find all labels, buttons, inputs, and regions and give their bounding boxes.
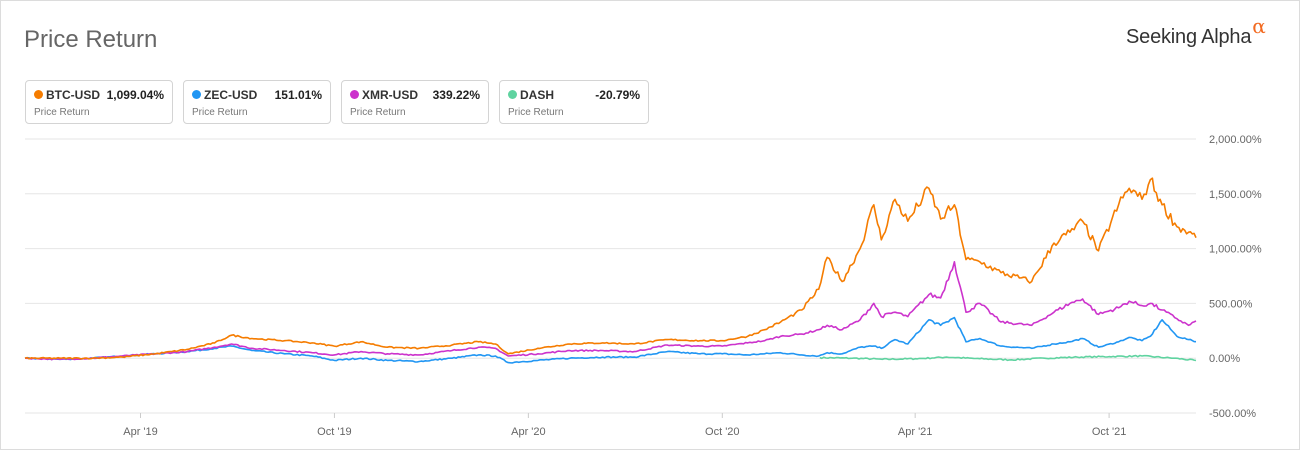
legend-card-xmr[interactable]: XMR-USD 339.22% Price Return: [341, 80, 489, 124]
y-tick-label: 2,000.00%: [1209, 134, 1262, 146]
series-dot-icon: [350, 90, 359, 99]
series-lines: [24, 177, 1197, 364]
y-tick-label: -500.00%: [1209, 408, 1256, 420]
series-line-zec-usd: [24, 316, 1197, 364]
x-tick-label: Oct '20: [705, 426, 740, 438]
y-tick-label: 500.00%: [1209, 298, 1253, 310]
x-tick-label: Oct '19: [317, 426, 352, 438]
legend-symbol: BTC-USD: [46, 88, 100, 102]
legend-value: 1,099.04%: [106, 88, 164, 102]
legend-card-btc[interactable]: BTC-USD 1,099.04% Price Return: [25, 80, 173, 124]
alpha-icon: α: [1252, 14, 1266, 38]
legend-card-dash[interactable]: DASH -20.79% Price Return: [499, 80, 649, 124]
brand-logo[interactable]: Seeking Alphaα: [1126, 14, 1266, 49]
y-axis: 2,000.00% 1,500.00% 1,000.00% 500.00% 0.00% -…: [1209, 134, 1262, 420]
legend-symbol: XMR-USD: [362, 88, 418, 102]
x-tick-label: Apr '19: [123, 426, 158, 438]
legend-value: 339.22%: [432, 88, 480, 102]
gridlines: [25, 138, 1196, 414]
legend-symbol: DASH: [520, 88, 555, 102]
y-tick-label: 0.00%: [1209, 353, 1240, 365]
y-tick-label: 1,000.00%: [1209, 244, 1262, 256]
x-tick-label: Apr '20: [511, 426, 546, 438]
y-tick-label: 1,500.00%: [1209, 189, 1262, 201]
legend-metric: Price Return: [350, 107, 406, 118]
legend-metric: Price Return: [192, 107, 248, 118]
page-title: Price Return: [24, 26, 158, 53]
series-line-dash: [819, 354, 1197, 362]
legend-card-zec[interactable]: ZEC-USD 151.01% Price Return: [183, 80, 331, 124]
series-dot-icon: [508, 90, 517, 99]
legend-symbol: ZEC-USD: [204, 88, 258, 102]
x-tick-label: Oct '21: [1092, 426, 1127, 438]
legend-metric: Price Return: [34, 107, 90, 118]
series-line-btc-usd: [24, 177, 1197, 360]
series-line-xmr-usd: [24, 261, 1197, 361]
legend-metric: Price Return: [508, 107, 564, 118]
legend-value: -20.79%: [595, 88, 640, 102]
legend-value: 151.01%: [274, 88, 322, 102]
series-dot-icon: [34, 90, 43, 99]
series-dot-icon: [192, 90, 201, 99]
x-axis: Apr '19 Oct '19 Apr '20 Oct '20 Apr '21 Oct '…: [123, 413, 1126, 438]
brand-name: Seeking Alpha: [1126, 26, 1252, 48]
x-tick-label: Apr '21: [898, 426, 933, 438]
